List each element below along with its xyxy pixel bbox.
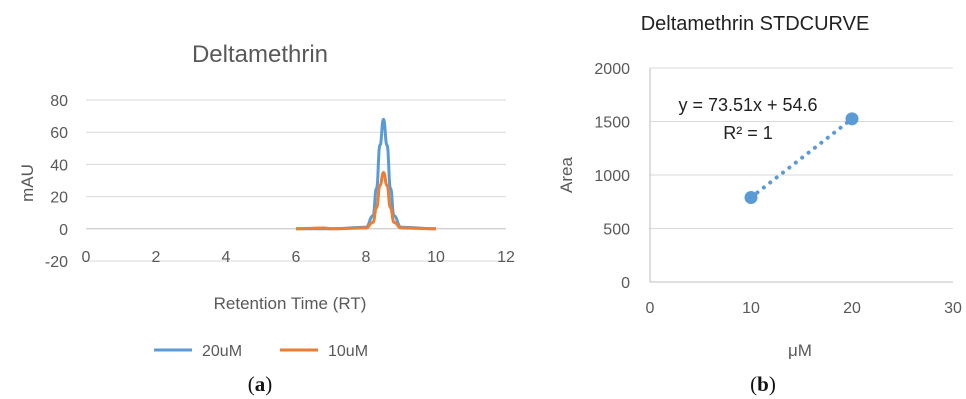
chart-b-tick-labels: 2000 1500 1000 500 00 10 20 30 <box>594 61 962 317</box>
chart-a-xlabel: Retention Time (RT) <box>214 294 367 313</box>
chart-b-ylabel: Area <box>557 157 576 193</box>
chart-a-xtick: 10 <box>427 249 445 266</box>
chart-b-xtick: 20 <box>843 300 861 317</box>
chart-b-xlabel: μM <box>788 341 812 360</box>
chart-a-ytick: 20 <box>50 190 68 207</box>
chart-a-ytick: 80 <box>50 93 68 110</box>
chart-a-ytick: 0 <box>59 222 68 239</box>
chart-a-xtick: 4 <box>222 249 231 266</box>
trendline <box>749 116 854 200</box>
chart-a-ylabel: mAU <box>18 164 37 202</box>
chart-b-xtick: 0 <box>646 300 655 317</box>
data-point <box>845 112 859 126</box>
legend-label-20uM: 20uM <box>202 343 242 360</box>
chart-a-xtick: 2 <box>152 249 161 266</box>
data-point <box>744 190 758 204</box>
series-line-20uM <box>296 117 437 231</box>
chart-b-xtick: 30 <box>944 300 962 317</box>
chart-a-ytick: 40 <box>50 157 68 174</box>
chart-b-ytick: 1000 <box>594 168 630 185</box>
chart-a-xtick: 6 <box>292 249 301 266</box>
trendline-r-squared: R² = 1 <box>723 123 773 143</box>
chart-a-xtick: 12 <box>497 249 515 266</box>
chart-a-tick-labels: 80 60 40 20 0 -20 0 2 4 6 8 10 12 <box>45 93 515 271</box>
chart-a-xtick: 8 <box>362 249 371 266</box>
series-line-10uM <box>295 170 437 231</box>
chart-b-ytick: 1500 <box>594 115 630 132</box>
chart-a-xtick: 0 <box>82 249 91 266</box>
chart-a: Deltamethrin 80 60 40 20 0 -20 0 2 4 6 8 10 12 Reten… <box>18 41 515 360</box>
chart-a-legend: 20uM 10uM <box>154 343 368 360</box>
chart-b-ytick: 500 <box>603 222 630 239</box>
chart-b-gridlines <box>649 67 953 283</box>
chart-b-ytick: 2000 <box>594 61 630 78</box>
chart-a-gridlines <box>86 99 506 262</box>
chart-a-series <box>295 117 437 231</box>
chart-a-title: Deltamethrin <box>192 41 328 68</box>
trendline-equation: y = 73.51x + 54.6 <box>678 95 817 115</box>
caption-a: (a) <box>248 372 273 396</box>
chart-b-title: Deltamethrin STDCURVE <box>641 13 870 35</box>
legend-label-10uM: 10uM <box>328 343 368 360</box>
chart-a-ytick: 60 <box>50 125 68 142</box>
chart-b: Deltamethrin STDCURVE 2000 1500 1000 500 00 1… <box>557 13 962 360</box>
chart-b-ytick: 0 <box>621 275 630 292</box>
chart-b-series <box>744 112 859 204</box>
chart-a-ytick: -20 <box>45 254 68 271</box>
chart-b-xtick: 10 <box>742 300 760 317</box>
caption-b: (b) <box>750 372 776 396</box>
